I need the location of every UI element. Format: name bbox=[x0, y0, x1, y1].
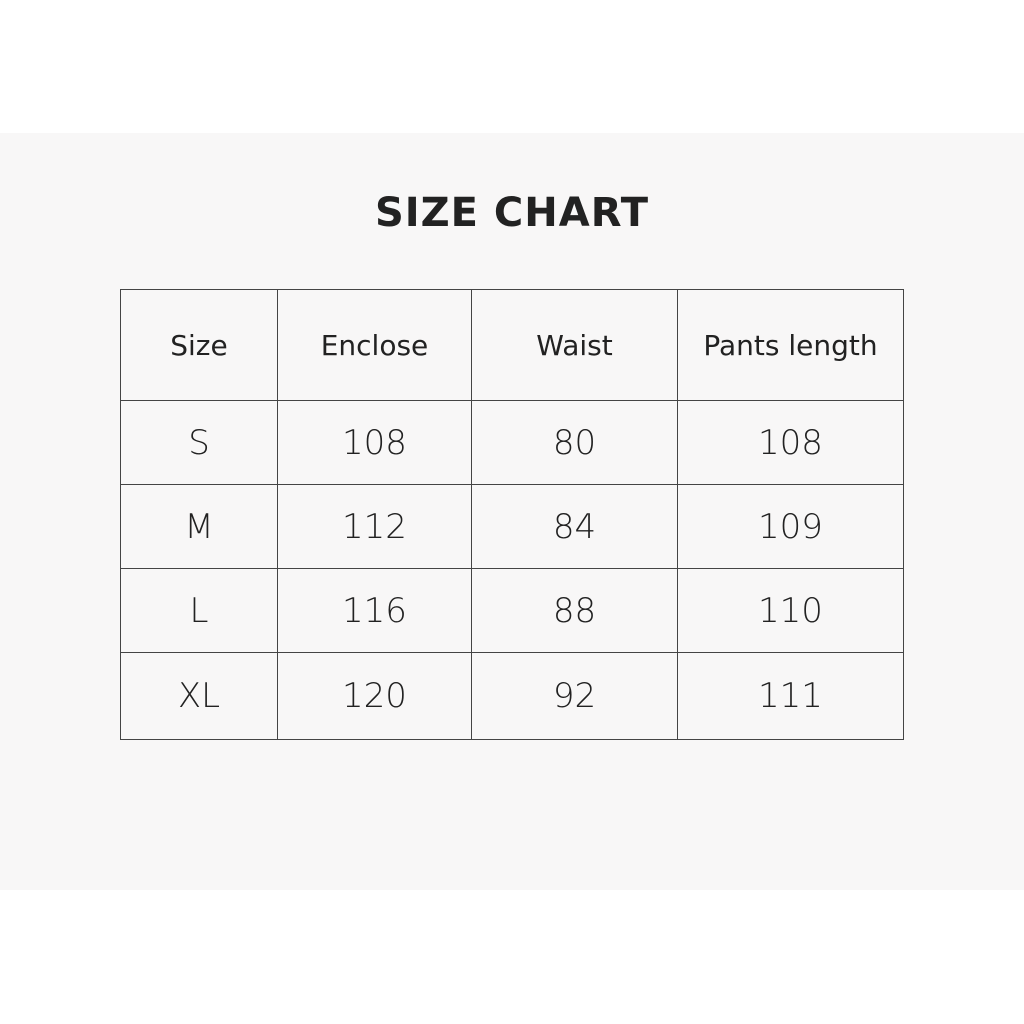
cell-size: XL bbox=[120, 652, 278, 740]
cell-pants-length: 110 bbox=[677, 568, 904, 653]
table-row: L 116 88 110 bbox=[120, 568, 904, 653]
cell-waist: 88 bbox=[471, 568, 678, 653]
cell-pants-length: 109 bbox=[677, 484, 904, 569]
cell-waist: 84 bbox=[471, 484, 678, 569]
header-size: Size bbox=[120, 289, 278, 401]
page-title: SIZE CHART bbox=[374, 190, 650, 236]
header-enclose: Enclose bbox=[277, 289, 472, 401]
cell-pants-length: 111 bbox=[677, 652, 904, 740]
cell-pants-length: 108 bbox=[677, 400, 904, 485]
table-header-row: Size Enclose Waist Pants length bbox=[120, 289, 904, 401]
cell-enclose: 120 bbox=[277, 652, 472, 740]
cell-size: S bbox=[120, 400, 278, 485]
cell-enclose: 108 bbox=[277, 400, 472, 485]
cell-size: L bbox=[120, 568, 278, 653]
cell-enclose: 116 bbox=[277, 568, 472, 653]
size-chart-table: Size Enclose Waist Pants length S 108 80… bbox=[120, 289, 904, 740]
cell-waist: 92 bbox=[471, 652, 678, 740]
header-waist: Waist bbox=[471, 289, 678, 401]
header-pants-length: Pants length bbox=[677, 289, 904, 401]
cell-enclose: 112 bbox=[277, 484, 472, 569]
table-row: M 112 84 109 bbox=[120, 484, 904, 569]
table-row: S 108 80 108 bbox=[120, 400, 904, 485]
table-row: XL 120 92 111 bbox=[120, 652, 904, 740]
cell-size: M bbox=[120, 484, 278, 569]
cell-waist: 80 bbox=[471, 400, 678, 485]
